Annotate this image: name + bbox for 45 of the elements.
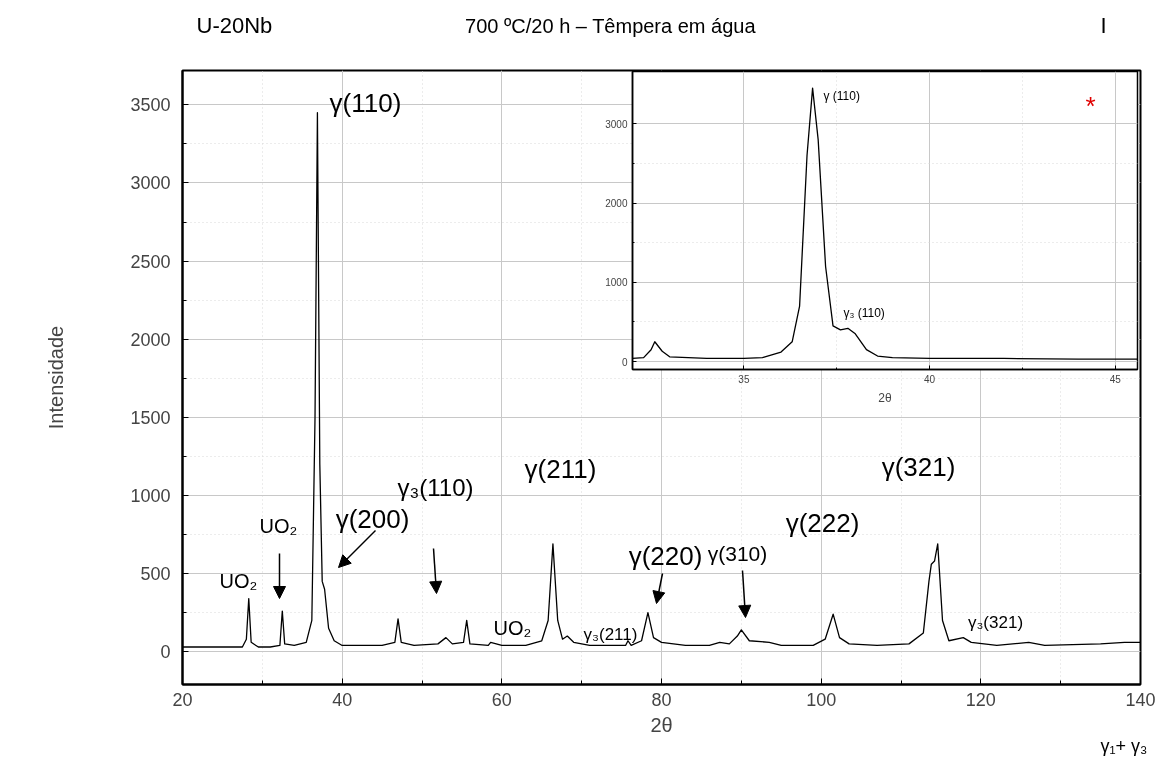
x-tick-label: 40 — [332, 689, 353, 710]
y-tick-label: 2500 — [130, 251, 171, 272]
y-tick-label: 500 — [140, 564, 171, 585]
x-tick-label: 60 — [491, 689, 512, 710]
annotation: γ(220) — [628, 540, 703, 571]
y-tick-label: 1000 — [605, 277, 628, 289]
annotation: * — [1085, 90, 1096, 121]
y-tick-label: 0 — [621, 356, 628, 368]
y-tick-label: 1500 — [130, 407, 171, 428]
annotation: γ(110) — [329, 87, 402, 118]
text: I — [1100, 13, 1107, 38]
text: γ₁+ γ₃ — [1100, 735, 1148, 756]
annotation: γ₃(110) — [397, 474, 474, 501]
y-tick-label: 3500 — [130, 95, 171, 116]
x-axis-title: 2θ — [878, 390, 892, 405]
y-tick-label: 0 — [160, 642, 171, 663]
text: U-20Nb — [196, 13, 273, 38]
annotation: γ(321) — [881, 451, 956, 482]
annotation: γ(310) — [707, 542, 768, 565]
x-tick-label: 140 — [1125, 689, 1156, 710]
x-tick-label: 40 — [924, 373, 936, 385]
chart-title: 700 ºC/20 h – Têmpera em água — [465, 14, 757, 37]
y-tick-label: 1000 — [130, 485, 171, 506]
annotation: γ(200) — [335, 503, 410, 534]
annotation: γ₃ (110) — [843, 305, 885, 320]
annotation: γ (110) — [823, 88, 860, 103]
x-tick-label: 80 — [651, 689, 672, 710]
x-tick-label: 45 — [1109, 373, 1122, 385]
x-tick-label: 35 — [738, 373, 750, 385]
x-tick-label: 20 — [172, 689, 193, 710]
x-tick-label: 120 — [965, 689, 996, 710]
annotation: γ₃(321) — [967, 613, 1024, 632]
annotation: UO₂ — [493, 616, 532, 639]
x-axis-title: 2θ — [650, 713, 673, 736]
annotation: UO₂ — [259, 514, 298, 537]
annotation: γ(211) — [524, 453, 597, 484]
y-tick-label: 3000 — [130, 173, 171, 194]
y-tick-label: 2000 — [605, 198, 628, 210]
annotation: γ₃(211) — [583, 625, 638, 644]
y-tick-label: 3000 — [605, 118, 628, 130]
y-axis-title: Intensidade — [45, 325, 68, 430]
annotation: γ(222) — [785, 507, 860, 538]
annotation: UO₂ — [219, 569, 258, 592]
y-tick-label: 2000 — [130, 329, 171, 350]
x-tick-label: 100 — [806, 689, 837, 710]
